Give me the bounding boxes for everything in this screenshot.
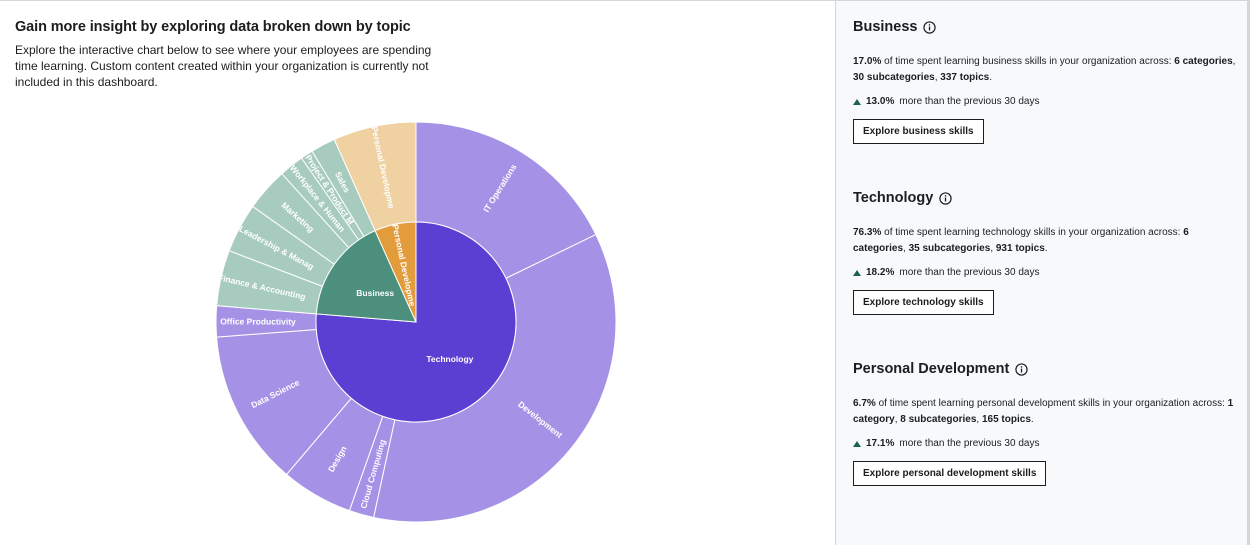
technology-heading: Technology: [853, 190, 1238, 206]
sunburst-category-personal-development[interactable]: [374, 221, 417, 323]
business-change: 13.0% more than the previous 30 days: [853, 96, 1238, 107]
personal-development-change: 17.1% more than the previous 30 days: [853, 438, 1238, 449]
trend-up-icon: [853, 269, 861, 276]
technology-description: 76.3% of time spent learning technology …: [853, 227, 1189, 254]
technology-change: 18.2% more than the previous 30 days: [853, 267, 1238, 278]
topic-summary-sidebar: Business 17.0% of time spent learning bu…: [835, 1, 1250, 545]
info-icon[interactable]: [939, 191, 952, 205]
personal-development-panel: Personal Development 6.7% of time spent …: [853, 361, 1238, 486]
explore-personal-development-button[interactable]: Explore personal development skills: [853, 461, 1047, 486]
sunburst-label-office-productivity: Office Productivity: [220, 316, 296, 326]
section-title: Gain more insight by exploring data brok…: [15, 19, 411, 35]
info-icon[interactable]: [1015, 362, 1029, 376]
technology-title: Technology: [853, 190, 934, 206]
top-divider: [0, 0, 1250, 1]
personal-development-heading: Personal Development: [853, 361, 1238, 377]
chart-section: Gain more insight by exploring data brok…: [0, 0, 835, 545]
technology-panel: Technology 76.3% of time spent learning …: [853, 190, 1238, 315]
explore-technology-button[interactable]: Explore technology skills: [853, 290, 994, 315]
sunburst-category-label-technology: Technology: [426, 354, 473, 364]
business-heading: Business: [853, 19, 1238, 35]
business-panel: Business 17.0% of time spent learning bu…: [853, 19, 1238, 144]
personal-development-description: 6.7% of time spent learning personal dev…: [853, 398, 1234, 425]
sunburst-category-business[interactable]: [315, 230, 417, 323]
explore-business-button[interactable]: Explore business skills: [853, 119, 984, 144]
business-title: Business: [853, 19, 918, 35]
info-icon[interactable]: [923, 20, 937, 34]
business-description: 17.0% of time spent learning business sk…: [853, 56, 1236, 83]
personal-development-title: Personal Development: [853, 361, 1010, 377]
section-description: Explore the interactive chart below to s…: [15, 43, 432, 89]
sunburst-category-label-business: Business: [356, 288, 394, 298]
trend-up-icon: [853, 98, 861, 105]
trend-up-icon: [853, 440, 861, 447]
